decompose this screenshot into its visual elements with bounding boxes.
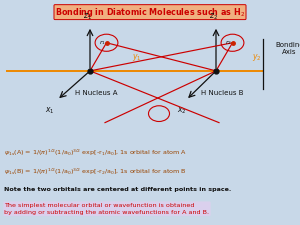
Text: $z_1$: $z_1$ bbox=[82, 12, 91, 22]
Text: $y_2$: $y_2$ bbox=[252, 52, 262, 63]
Text: $y_1$: $y_1$ bbox=[132, 52, 142, 63]
Text: Bonding in Diatomic Molecules such as H$_2$: Bonding in Diatomic Molecules such as H$… bbox=[55, 6, 245, 19]
Text: The simplest molecular orbital or wavefunction is obtained
by adding or subtract: The simplest molecular orbital or wavefu… bbox=[4, 202, 209, 215]
Text: $\psi_{1s}$(A) = 1/($\pi$)$^{1/2}$(1/a$_0$)$^{3/2}$ exp[-r$_1$/a$_0$], 1s orbita: $\psi_{1s}$(A) = 1/($\pi$)$^{1/2}$(1/a$_… bbox=[4, 148, 188, 158]
Text: $z_2$: $z_2$ bbox=[208, 12, 217, 22]
Text: H Nucleus A: H Nucleus A bbox=[75, 90, 117, 96]
Text: $x_1$: $x_1$ bbox=[45, 106, 54, 116]
Text: $r_2$: $r_2$ bbox=[225, 38, 232, 47]
Text: H Nucleus B: H Nucleus B bbox=[201, 90, 243, 96]
Text: $r_1$: $r_1$ bbox=[99, 38, 106, 47]
Text: $x_2$: $x_2$ bbox=[177, 106, 186, 116]
Text: $\psi_{1s}$(B) = 1/($\pi$)$^{1/2}$(1/a$_0$)$^{3/2}$ exp[-r$_2$/a$_0$], 1s orbita: $\psi_{1s}$(B) = 1/($\pi$)$^{1/2}$(1/a$_… bbox=[4, 167, 187, 177]
Text: Note the two orbitals are centered at different points in space.: Note the two orbitals are centered at di… bbox=[4, 187, 232, 191]
Text: Bonding
Axis: Bonding Axis bbox=[275, 42, 300, 55]
